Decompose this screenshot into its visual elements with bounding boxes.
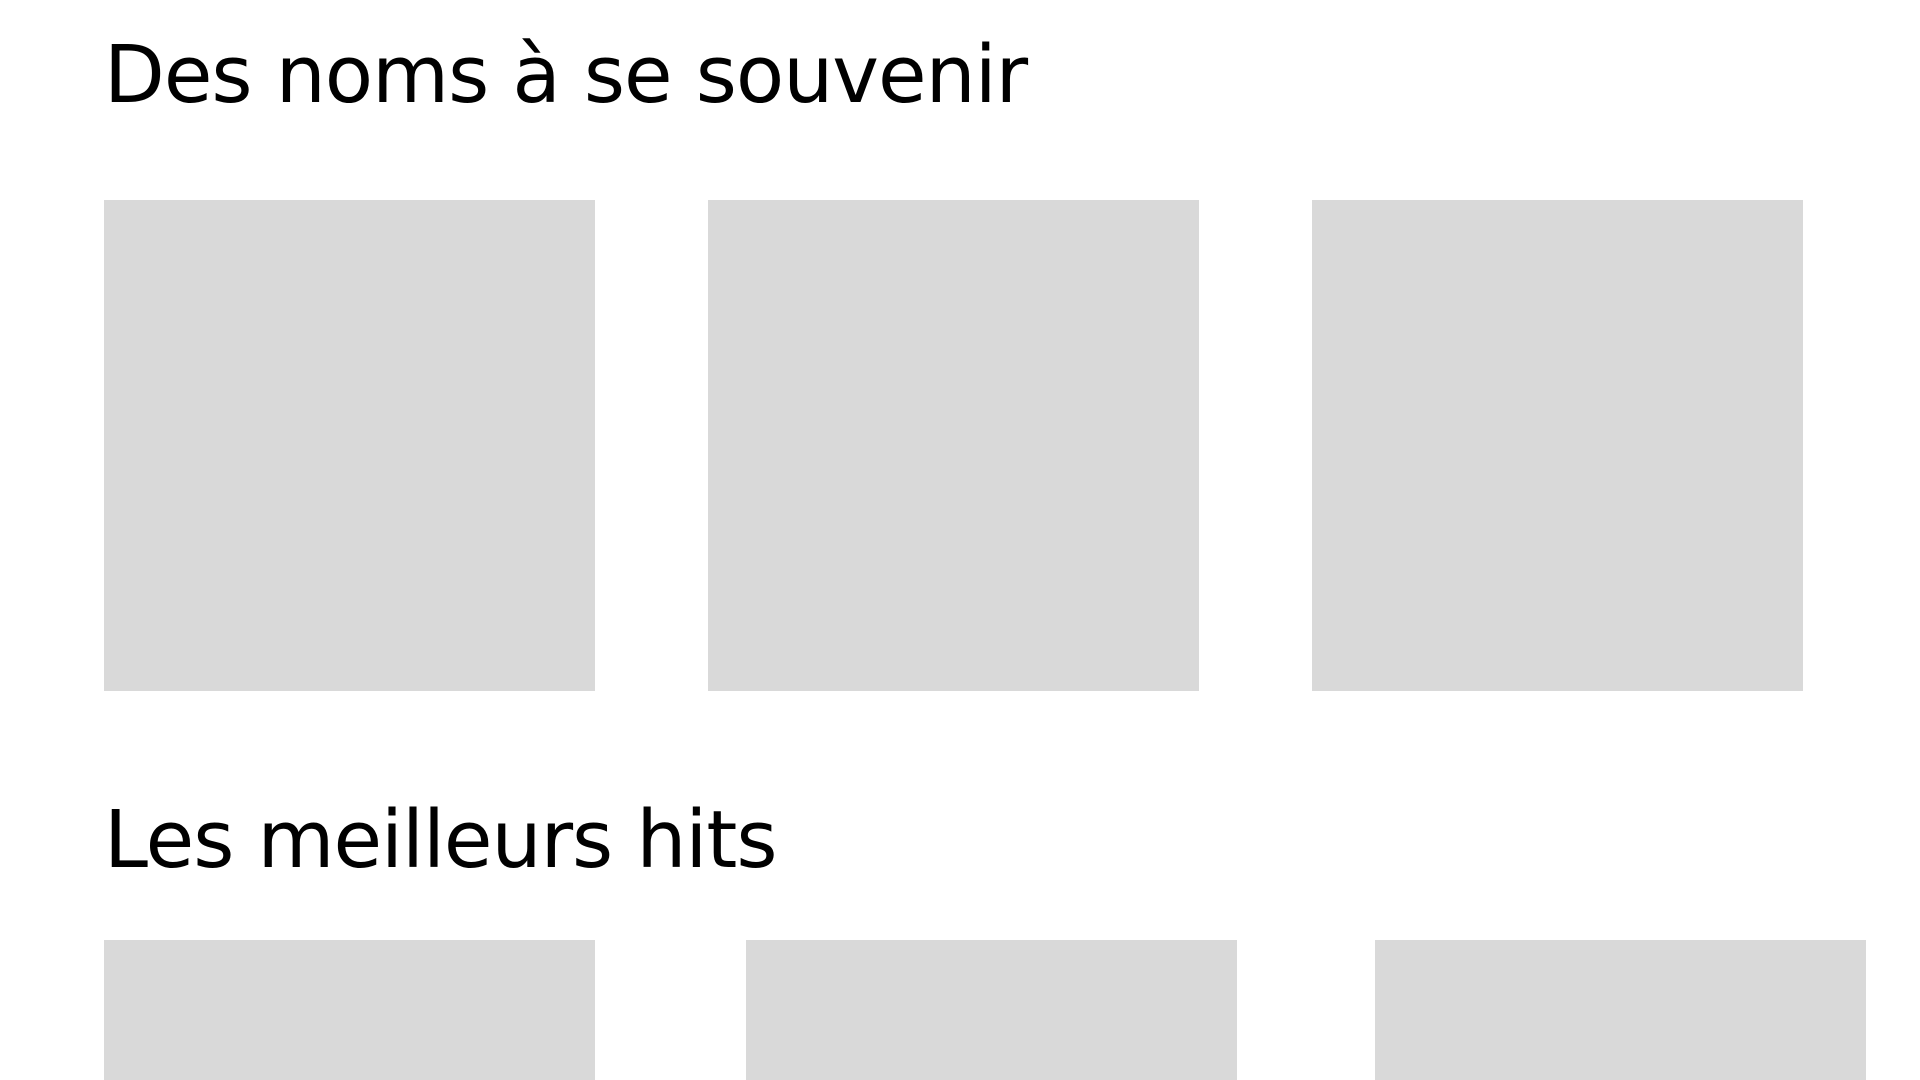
section-title-best-hits: Les meilleurs hits [104, 794, 777, 886]
hit-card-placeholder[interactable] [746, 940, 1237, 1080]
artist-card-placeholder[interactable] [1312, 200, 1803, 691]
hit-card-placeholder[interactable] [104, 940, 595, 1080]
artist-card-placeholder[interactable] [104, 200, 595, 691]
hit-card-placeholder[interactable] [1375, 940, 1866, 1080]
section-title-names-to-remember: Des noms à se souvenir [104, 29, 1028, 121]
artist-card-placeholder[interactable] [708, 200, 1199, 691]
